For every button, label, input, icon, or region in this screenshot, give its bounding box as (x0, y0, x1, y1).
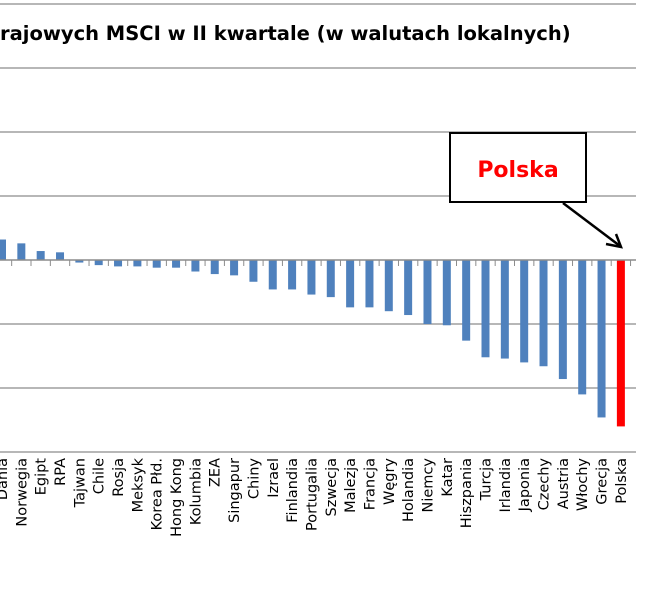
bar-hong-kong (172, 260, 181, 268)
bar-dania (0, 239, 6, 260)
category-label: Korea Płd. (150, 458, 166, 530)
category-label: ZEA (208, 458, 224, 487)
bar-szwecja (326, 260, 335, 298)
category-label: Polska (614, 458, 630, 504)
bar-grecja (597, 260, 606, 418)
category-label: Egipt (34, 458, 50, 496)
bar-malezja (346, 260, 355, 308)
bar-francja (365, 260, 374, 308)
callout: Polska (449, 132, 623, 249)
category-label: Grecja (595, 458, 611, 505)
category-label: Dania (0, 458, 11, 500)
category-label: Izrael (266, 458, 282, 498)
category-label: Singapur (227, 458, 243, 523)
category-label: Czechy (537, 458, 553, 511)
category-label: Japonia (517, 458, 533, 512)
category-label: Katar (440, 458, 456, 497)
bar-chile (94, 260, 103, 266)
bar-węgry (384, 260, 393, 312)
category-label: Kolumbia (188, 458, 204, 525)
category-label: Malezja (343, 458, 359, 513)
category-label: Irlandia (498, 458, 514, 512)
category-label: Hiszpania (459, 458, 475, 528)
category-label: Chiny (246, 458, 262, 500)
category-label: Portugalia (304, 458, 320, 531)
category-label: Tajwan (72, 458, 88, 508)
category-label: Rosja (111, 458, 127, 497)
bars (0, 239, 625, 427)
bar-rosja (114, 260, 123, 267)
bar-czechy (539, 260, 548, 367)
bar-meksyk (133, 260, 142, 267)
category-label: Austria (556, 458, 572, 509)
bar-zea (210, 260, 219, 275)
category-labels: Dania Norwegia Egipt RPA Tajwan Chile Rosja Mek… (0, 457, 630, 536)
chart-title: rajowych MSCI w II kwartale (w walutach … (0, 22, 571, 45)
callout-box (449, 132, 587, 203)
category-label: Szwecja (324, 458, 340, 516)
bar-singapur (230, 260, 239, 276)
category-label: Holandia (401, 458, 417, 522)
callout-label: Polska (477, 158, 558, 183)
arrow-icon (562, 202, 623, 249)
bar-korea-płd- (152, 260, 161, 268)
bar-chiny (249, 260, 258, 282)
bar-polska (616, 260, 625, 427)
category-label: Włochy (575, 458, 591, 511)
category-label: Finlandia (285, 458, 301, 523)
x-axis (0, 259, 636, 266)
bar-niemcy (423, 260, 432, 324)
bar-holandia (404, 260, 413, 316)
category-label: Węgry (382, 458, 398, 505)
bar-egipt (36, 251, 45, 260)
bar-austria (558, 260, 567, 380)
category-label: Chile (92, 458, 108, 494)
bar-hiszpania (462, 260, 471, 341)
bar-finlandia (288, 260, 297, 290)
bar-irlandia (500, 260, 509, 359)
category-label: Francja (362, 458, 378, 510)
bar-izrael (268, 260, 277, 290)
category-label: Meksyk (130, 457, 146, 512)
bar-turcja (481, 260, 490, 358)
category-label: Hong Kong (169, 458, 185, 537)
bar-włochy (578, 260, 587, 395)
bar-japonia (520, 260, 529, 363)
bar-norwegia (17, 243, 26, 260)
category-label: RPA (53, 458, 69, 486)
gridlines (0, 3, 636, 453)
category-label: Niemcy (420, 458, 436, 513)
bar-portugalia (307, 260, 316, 295)
bar-katar (442, 260, 451, 326)
bar-kolumbia (191, 260, 200, 272)
category-label: Norwegia (14, 458, 30, 527)
bar-rpa (56, 252, 65, 260)
category-label: Turcja (479, 458, 495, 501)
bar-tajwan (75, 260, 84, 263)
